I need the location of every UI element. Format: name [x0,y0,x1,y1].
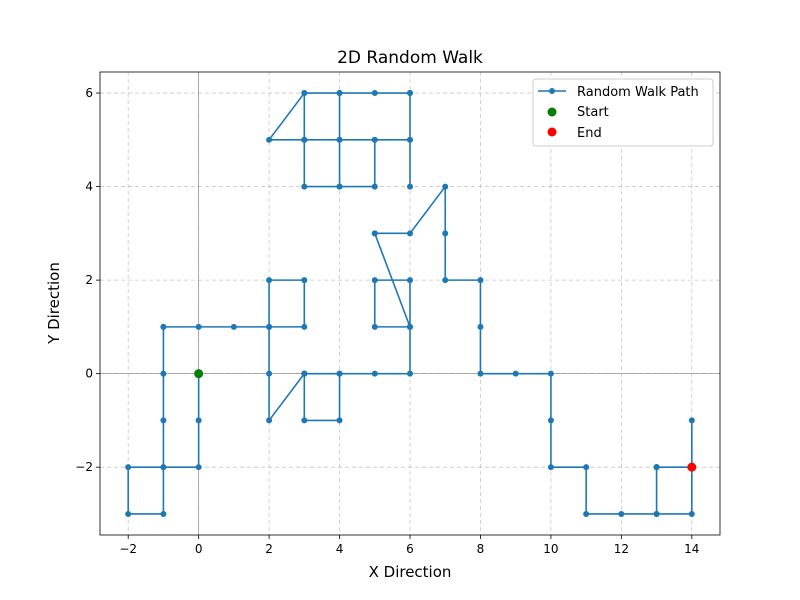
walk-point [442,230,449,237]
walk-point [195,464,202,471]
y-tick-label: 6 [85,86,93,100]
legend-end-label: End [577,126,602,141]
walk-point [301,277,308,284]
walk-point [336,90,343,97]
y-tick-label: 4 [85,180,93,194]
walk-point [371,277,378,284]
walk-point [547,464,554,471]
legend-path-swatch-dot [549,88,555,94]
walk-point [653,510,660,517]
walk-point [371,370,378,377]
walk-point [371,183,378,190]
walk-point [407,323,413,330]
walk-point [547,417,554,424]
walk-point [125,510,132,517]
walk-point [407,230,413,237]
x-tick-label: 2 [265,542,273,556]
chart-title: 2D Random Walk [337,48,483,68]
x-tick-label: 14 [684,542,699,556]
walk-point [477,370,484,377]
end-marker [687,462,697,472]
walk-point [407,370,413,377]
walk-point [195,323,202,330]
walk-point [547,370,554,377]
x-tick-label: 12 [614,542,629,556]
walk-point [230,323,237,330]
walk-point [688,510,695,517]
x-axis-label: X Direction [369,563,452,581]
walk-point [336,183,343,190]
walk-point [125,464,132,471]
walk-point [477,323,484,330]
legend-start-swatch [547,107,557,117]
walk-point [336,136,343,143]
walk-point [688,417,695,424]
walk-point [195,417,202,424]
y-axis-label: Y Direction [45,262,63,345]
walk-point [371,136,378,143]
legend-path-label: Random Walk Path [577,85,699,100]
walk-point [301,136,308,143]
walk-point [301,370,308,377]
y-tick-label: 0 [85,367,93,381]
walk-point [160,417,167,424]
walk-point [583,464,590,471]
walk-point [442,277,449,284]
walk-point [336,417,343,424]
start-marker [194,369,204,379]
walk-point [266,417,273,424]
walk-point [160,464,167,471]
walk-point [442,183,449,190]
walk-point [301,90,308,97]
walk-point [371,323,378,330]
x-tick-label: 4 [336,542,344,556]
walk-point [618,510,625,517]
x-tick-label: 10 [543,542,558,556]
walk-point [407,277,413,284]
legend: Random Walk Path Start End [532,78,714,147]
walk-point [266,136,273,143]
x-tick-label: −2 [119,542,137,556]
walk-point [653,464,660,471]
legend-start-label: Start [577,105,609,120]
x-tick-label: 0 [195,542,203,556]
walk-point [266,370,273,377]
walk-point [266,277,273,284]
y-tick-label: −2 [75,460,93,474]
legend-box [532,78,714,147]
x-tick-label: 6 [406,542,414,556]
walk-point [301,183,308,190]
walk-point [477,277,484,284]
walk-point [160,323,167,330]
walk-point [371,230,378,237]
walk-point [160,370,167,377]
series-points [125,90,695,517]
legend-end-swatch [547,127,557,137]
axis-ticks: −2 0 2 4 6 8 10 12 14 −2 0 2 4 6 [75,86,699,556]
walk-point [407,90,413,97]
walk-point [160,510,167,517]
y-tick-label: 2 [85,273,93,287]
walk-point [336,370,343,377]
walk-point [407,183,413,190]
walk-point [266,323,273,330]
walk-point [407,136,413,143]
x-tick-label: 8 [477,542,485,556]
walk-point [301,417,308,424]
walk-point [583,510,590,517]
highlight-markers [194,369,697,472]
walk-point [512,370,519,377]
walk-point [371,90,378,97]
walk-point [301,323,308,330]
